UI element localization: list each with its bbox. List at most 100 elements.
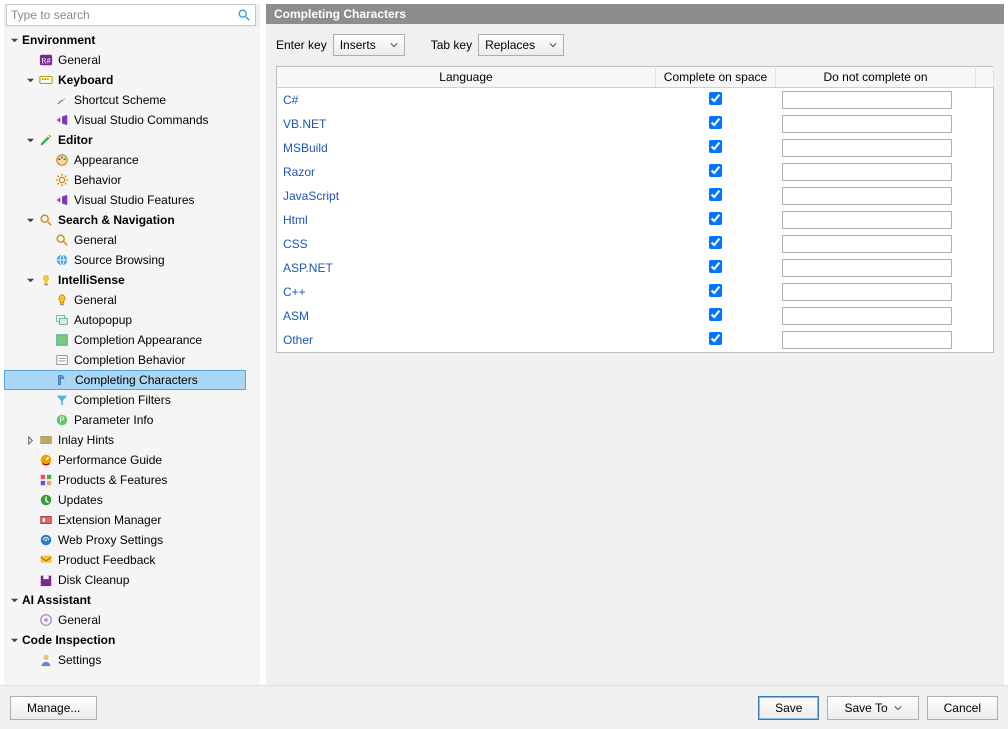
tree-item-updates[interactable]: Updates	[4, 490, 246, 510]
complete-on-space-checkbox[interactable]	[709, 308, 722, 321]
complete-on-space-checkbox[interactable]	[709, 188, 722, 201]
tree-arrow-spacer	[24, 454, 36, 466]
table-row[interactable]: CSS	[277, 232, 994, 256]
tree-item-web-proxy-settings[interactable]: Web Proxy Settings	[4, 530, 246, 550]
manage-button[interactable]: Manage...	[10, 696, 97, 720]
table-row[interactable]: C++	[277, 280, 994, 304]
tree-item-extension-manager[interactable]: Extension Manager	[4, 510, 246, 530]
tree-item-source-browsing[interactable]: Source Browsing	[4, 250, 246, 270]
cancel-button[interactable]: Cancel	[927, 696, 998, 720]
table-row[interactable]: MSBuild	[277, 136, 994, 160]
chevron-down-icon[interactable]	[8, 34, 20, 46]
chevron-down-icon[interactable]	[24, 74, 36, 86]
tree-item-ai-assistant[interactable]: AI Assistant	[4, 590, 246, 610]
do-not-complete-input[interactable]	[782, 139, 952, 157]
tree-item-completion-filters[interactable]: Completion Filters	[4, 390, 246, 410]
do-not-complete-input[interactable]	[782, 91, 952, 109]
language-cell[interactable]: Other	[277, 328, 656, 353]
do-not-complete-input[interactable]	[782, 187, 952, 205]
do-not-complete-input[interactable]	[782, 259, 952, 277]
complete-icon	[55, 372, 71, 388]
chevron-down-icon[interactable]	[8, 594, 20, 606]
language-cell[interactable]: CSS	[277, 232, 656, 256]
tree-item-keyboard[interactable]: Keyboard	[4, 70, 246, 90]
table-row[interactable]: Other	[277, 328, 994, 353]
do-not-complete-input[interactable]	[782, 283, 952, 301]
do-not-complete-cell	[776, 160, 976, 184]
tree-item-code-inspection[interactable]: Code Inspection	[4, 630, 246, 650]
tree-item-general[interactable]: R#General	[4, 50, 246, 70]
chevron-right-icon[interactable]	[24, 434, 36, 446]
complete-on-space-checkbox[interactable]	[709, 164, 722, 177]
save-button[interactable]: Save	[758, 696, 819, 720]
language-cell[interactable]: Razor	[277, 160, 656, 184]
tree-item-behavior[interactable]: Behavior	[4, 170, 246, 190]
tree-item-completion-behavior[interactable]: Completion Behavior	[4, 350, 246, 370]
complete-on-space-checkbox[interactable]	[709, 332, 722, 345]
language-cell[interactable]: VB.NET	[277, 112, 656, 136]
tree-item-performance-guide[interactable]: Performance Guide	[4, 450, 246, 470]
tree-item-visual-studio-commands[interactable]: Visual Studio Commands	[4, 110, 246, 130]
search-box[interactable]	[6, 4, 256, 26]
tree-item-general[interactable]: General	[4, 290, 246, 310]
tree-item-inlay-hints[interactable]: Inlay Hints	[4, 430, 246, 450]
language-cell[interactable]: ASP.NET	[277, 256, 656, 280]
chevron-down-icon[interactable]	[8, 634, 20, 646]
tree-item-settings[interactable]: Settings	[4, 650, 246, 670]
tree-item-parameter-info[interactable]: PParameter Info	[4, 410, 246, 430]
tree-item-environment[interactable]: Environment	[4, 30, 246, 50]
language-cell[interactable]: MSBuild	[277, 136, 656, 160]
tree-item-product-feedback[interactable]: Product Feedback	[4, 550, 246, 570]
tree-scrollbar[interactable]: EnvironmentR#GeneralKeyboardShortcut Sch…	[4, 28, 260, 685]
enter-key-dropdown[interactable]: Inserts	[333, 34, 405, 56]
tree-item-general[interactable]: General	[4, 230, 246, 250]
col-do-not-complete[interactable]: Do not complete on	[776, 67, 976, 88]
language-cell[interactable]: JavaScript	[277, 184, 656, 208]
tree-item-completing-characters[interactable]: Completing Characters	[4, 370, 246, 390]
do-not-complete-input[interactable]	[782, 331, 952, 349]
chevron-down-icon[interactable]	[24, 214, 36, 226]
tree-item-search-navigation[interactable]: Search & Navigation	[4, 210, 246, 230]
complete-on-space-checkbox[interactable]	[709, 140, 722, 153]
table-row[interactable]: JavaScript	[277, 184, 994, 208]
do-not-complete-input[interactable]	[782, 235, 952, 253]
search-input[interactable]	[11, 8, 237, 22]
do-not-complete-input[interactable]	[782, 163, 952, 181]
col-language[interactable]: Language	[277, 67, 656, 88]
table-row[interactable]: Razor	[277, 160, 994, 184]
tree-item-general[interactable]: General	[4, 610, 246, 630]
complete-on-space-checkbox[interactable]	[709, 116, 722, 129]
language-cell[interactable]: C#	[277, 88, 656, 113]
table-row[interactable]: VB.NET	[277, 112, 994, 136]
chevron-down-icon[interactable]	[24, 274, 36, 286]
tab-key-dropdown[interactable]: Replaces	[478, 34, 564, 56]
tree-item-products-features[interactable]: Products & Features	[4, 470, 246, 490]
do-not-complete-input[interactable]	[782, 115, 952, 133]
tree-item-autopopup[interactable]: Autopopup	[4, 310, 246, 330]
tree-item-completion-appearance[interactable]: Completion Appearance	[4, 330, 246, 350]
complete-on-space-checkbox[interactable]	[709, 260, 722, 273]
language-cell[interactable]: C++	[277, 280, 656, 304]
table-row[interactable]: ASM	[277, 304, 994, 328]
language-cell[interactable]: Html	[277, 208, 656, 232]
tree-item-editor[interactable]: Editor	[4, 130, 246, 150]
complete-on-space-checkbox[interactable]	[709, 236, 722, 249]
do-not-complete-input[interactable]	[782, 211, 952, 229]
tree-item-appearance[interactable]: Appearance	[4, 150, 246, 170]
table-row[interactable]: C#	[277, 88, 994, 113]
chevron-down-icon[interactable]	[24, 134, 36, 146]
table-row[interactable]: ASP.NET	[277, 256, 994, 280]
tree-item-visual-studio-features[interactable]: Visual Studio Features	[4, 190, 246, 210]
tree-item-shortcut-scheme[interactable]: Shortcut Scheme	[4, 90, 246, 110]
tree-item-disk-cleanup[interactable]: Disk Cleanup	[4, 570, 246, 590]
language-cell[interactable]: ASM	[277, 304, 656, 328]
do-not-complete-input[interactable]	[782, 307, 952, 325]
save-to-button[interactable]: Save To	[827, 696, 918, 720]
complete-on-space-checkbox[interactable]	[709, 92, 722, 105]
complete-on-space-checkbox[interactable]	[709, 284, 722, 297]
complete-on-space-checkbox[interactable]	[709, 212, 722, 225]
table-row[interactable]: Html	[277, 208, 994, 232]
col-complete-on-space[interactable]: Complete on space	[656, 67, 776, 88]
tree-item-intellisense[interactable]: IntelliSense	[4, 270, 246, 290]
ext-icon	[38, 512, 54, 528]
